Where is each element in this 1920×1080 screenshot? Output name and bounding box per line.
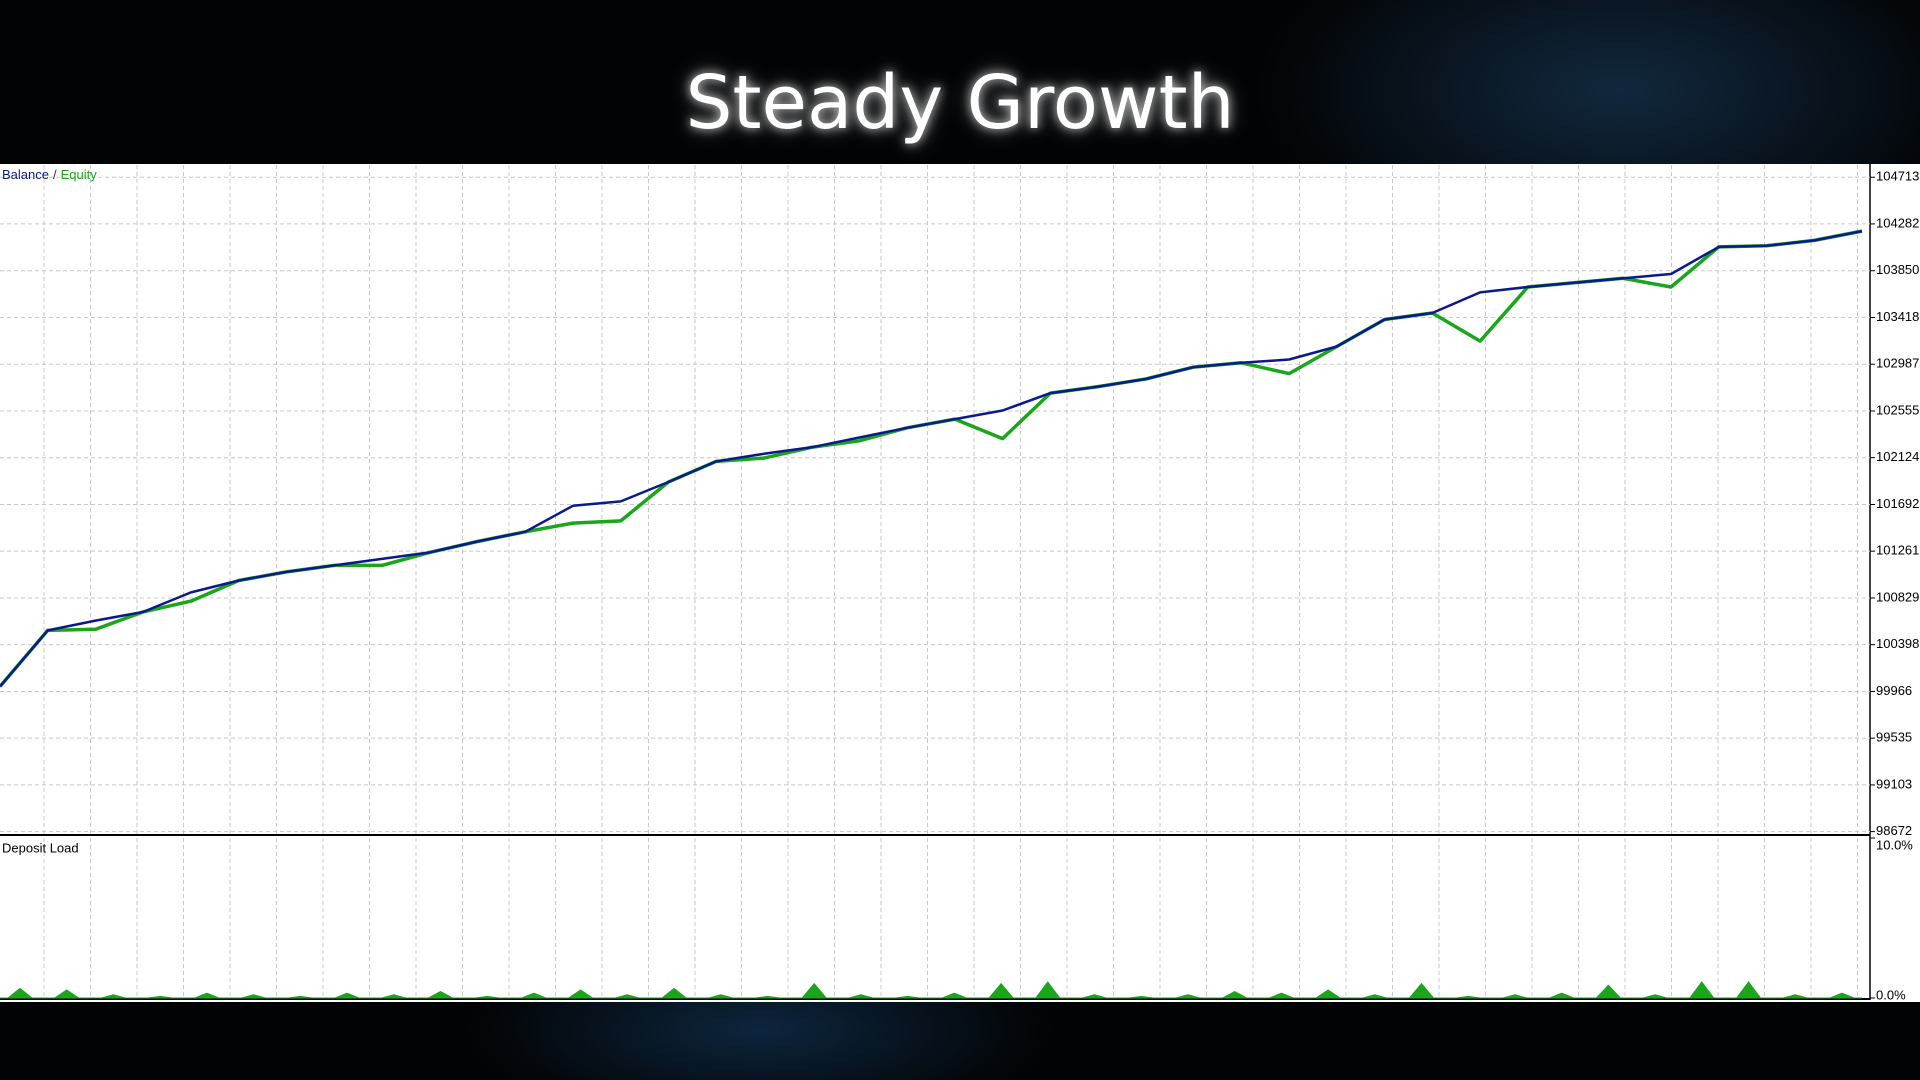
y-tick-label: 102124: [1876, 449, 1919, 464]
y-tick-label: 98672: [1876, 823, 1912, 838]
y-tick-label: 102555: [1876, 402, 1919, 417]
y-tick-label: 99535: [1876, 730, 1912, 745]
y-tick-label: 0.0%: [1876, 987, 1906, 1002]
legend: Balance / Equity: [2, 167, 97, 182]
y-tick-label: 103418: [1876, 309, 1919, 324]
y-tick-label: 99966: [1876, 683, 1912, 698]
legend-entry: Balance: [2, 167, 49, 182]
legend-separator: /: [53, 167, 57, 182]
load-area: [0, 981, 1862, 999]
y-tick-label: 101692: [1876, 496, 1919, 511]
page-title: Steady Growth: [685, 60, 1235, 146]
y-tick-label: 100398: [1876, 636, 1919, 651]
chart-background: [0, 164, 1920, 1002]
y-tick-label: 100829: [1876, 589, 1919, 604]
y-tick-label: 10.0%: [1876, 837, 1913, 852]
legend-entry: Equity: [61, 167, 98, 182]
y-tick-label: 104282: [1876, 215, 1919, 230]
y-tick-label: 104713: [1876, 169, 1919, 184]
y-tick-label: 101261: [1876, 543, 1919, 558]
y-tick-label: 103850: [1876, 262, 1919, 277]
panel-title: Deposit Load: [2, 840, 79, 855]
y-tick-label: 99103: [1876, 776, 1912, 791]
series-line: [0, 229, 1863, 688]
y-tick-label: 102987: [1876, 356, 1919, 371]
